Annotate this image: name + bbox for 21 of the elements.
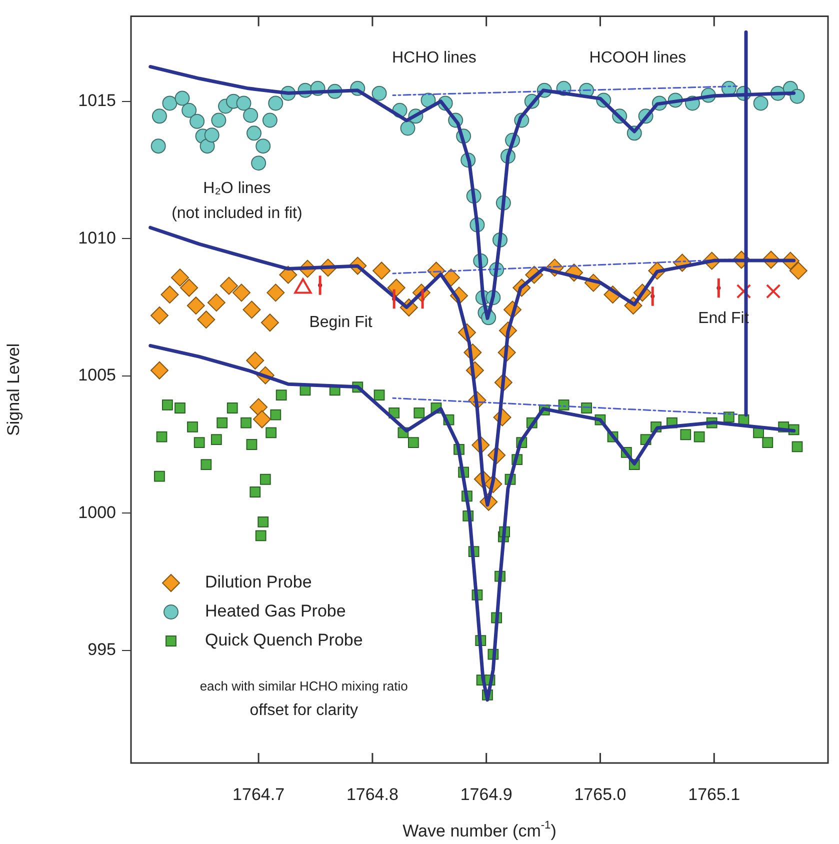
x-tick-label: 1764.8 xyxy=(346,784,398,804)
y-axis-title: Signal Level xyxy=(4,343,23,436)
annotation: HCHO lines xyxy=(392,49,476,66)
y-tick-label: 1010 xyxy=(78,228,116,248)
x-tick-label: 1765.0 xyxy=(574,784,626,804)
annotation: H₂O lines xyxy=(203,180,271,198)
legend-label: Quick Quench Probe xyxy=(205,630,363,650)
y-tick-label: 1015 xyxy=(78,91,116,110)
annotation: each with similar HCHO mixing ratio xyxy=(200,678,408,694)
annotation: HCOOH lines xyxy=(589,49,686,66)
legend-label: Heated Gas Probe xyxy=(205,602,346,621)
x-tick-label: 1764.7 xyxy=(232,784,285,804)
x-tick-label: 1765.1 xyxy=(688,784,740,804)
legend-label: Dilution Probe xyxy=(205,572,312,592)
annotation: Begin Fit xyxy=(309,314,373,331)
annotation: offset for clarity xyxy=(250,702,358,720)
y-tick-label: 995 xyxy=(88,640,116,660)
x-tick-label: 1764.9 xyxy=(460,784,512,804)
y-tick-label: 1005 xyxy=(78,366,116,385)
annotation: (not included in fit) xyxy=(172,204,302,222)
y-tick-label: 1000 xyxy=(78,502,116,522)
